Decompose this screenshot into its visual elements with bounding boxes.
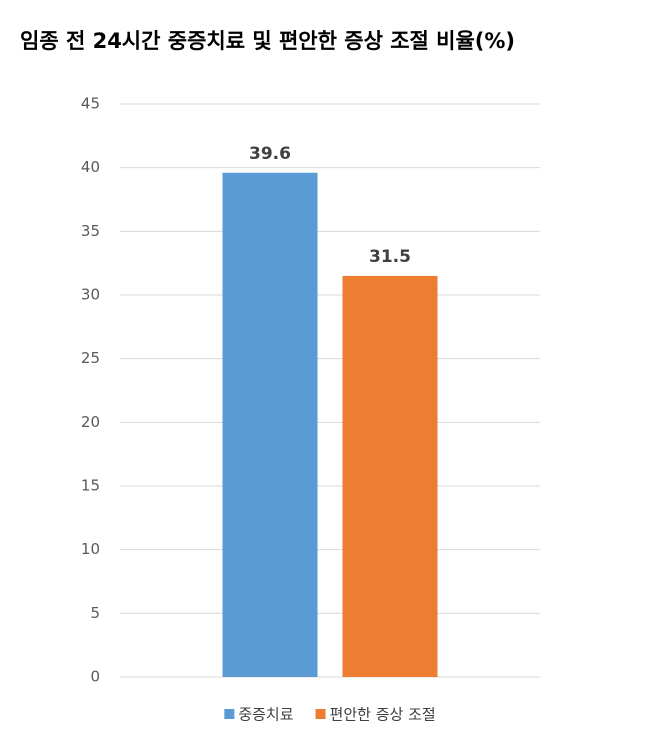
legend-swatch [315, 709, 326, 719]
data-label: 39.6 [249, 144, 291, 164]
y-tick-label: 0 [90, 668, 100, 686]
y-tick-label: 10 [81, 540, 100, 558]
bar [342, 275, 438, 677]
bar [222, 172, 318, 677]
y-tick-label: 20 [81, 413, 100, 431]
y-tick-label: 15 [81, 477, 100, 495]
y-tick-label: 40 [81, 158, 100, 176]
y-tick-label: 45 [81, 95, 100, 113]
y-tick-label: 30 [81, 286, 100, 304]
y-tick-label: 35 [81, 222, 100, 240]
y-tick-label: 5 [90, 604, 100, 622]
chart-title: 임종 전 24시간 중증치료 및 편안한 증상 조절 비율(%) [20, 29, 515, 53]
legend-swatch [224, 709, 235, 719]
y-tick-label: 25 [81, 349, 100, 367]
legend-label: 중증치료 [238, 706, 293, 724]
legend-item: 중증치료 [224, 706, 294, 724]
legend-item: 편안한 증상 조절 [315, 706, 436, 724]
data-label: 31.5 [369, 247, 411, 267]
legend-label: 편안한 증상 조절 [330, 706, 436, 724]
